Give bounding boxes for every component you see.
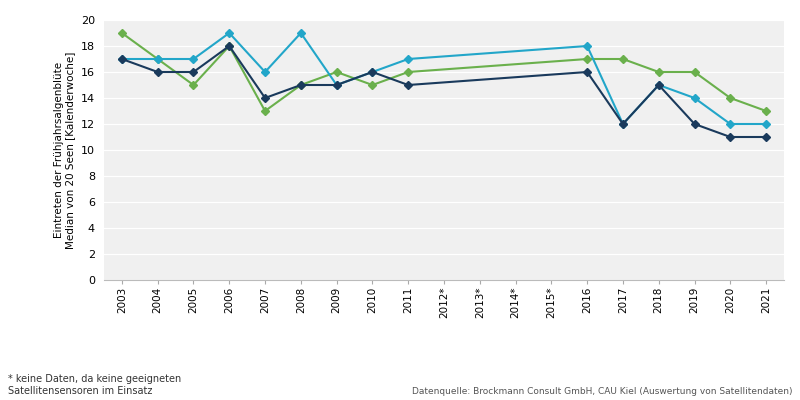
Y-axis label: Eintreten der Frühjahrsalgenblüte
Median von 20 Seen [Kalenderwoche]: Eintreten der Frühjahrsalgenblüte Median… xyxy=(54,51,75,249)
Text: Datenquelle: Brockmann Consult GmbH, CAU Kiel (Auswertung von Satellitendaten): Datenquelle: Brockmann Consult GmbH, CAU… xyxy=(411,387,792,396)
Text: * keine Daten, da keine geeigneten
Satellitensensoren im Einsatz: * keine Daten, da keine geeigneten Satel… xyxy=(8,374,182,396)
